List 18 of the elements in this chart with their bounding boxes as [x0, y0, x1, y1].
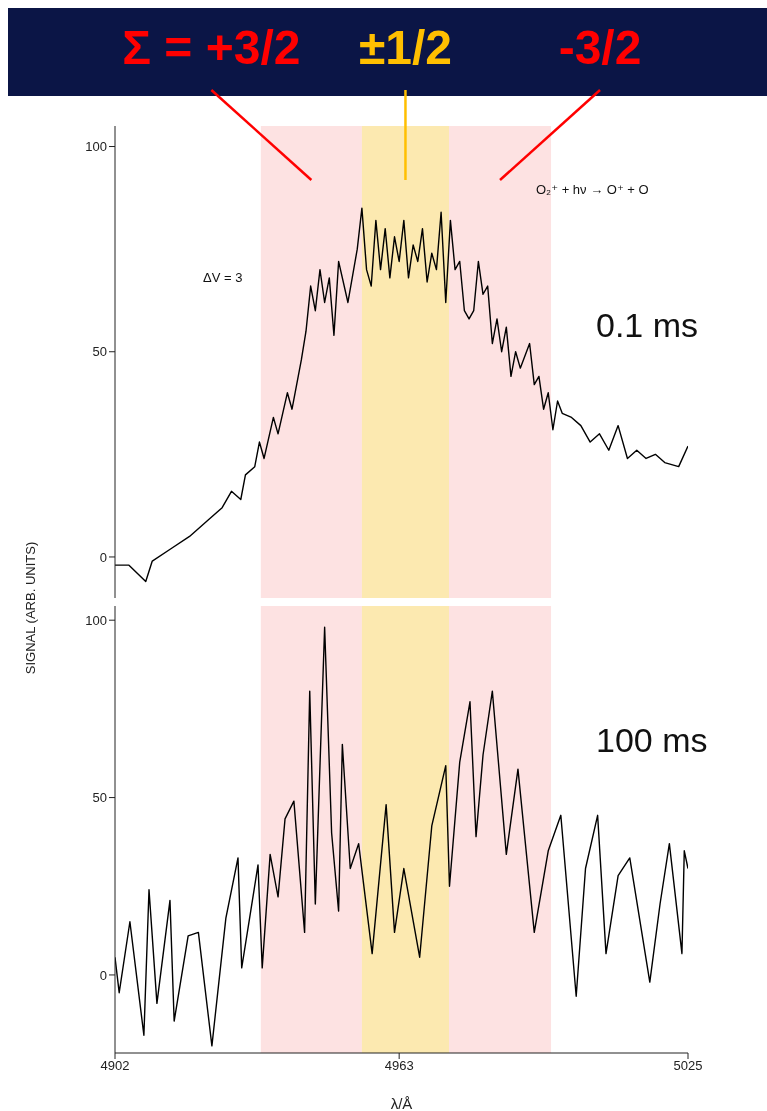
band-label: Σ = +3/2 [121, 20, 302, 76]
y-axis-title: SIGNAL (ARB. UNITS) [22, 541, 38, 675]
annotation: O₂⁺ + hν → O⁺ + O [536, 182, 649, 197]
annotation: ΔV = 3 [203, 270, 243, 285]
y-tick-label: 0 [99, 967, 107, 983]
y-tick-label: 100 [85, 139, 107, 155]
x-axis-title: λ/Å [390, 1095, 413, 1111]
annotation: 0.1 ms [596, 306, 699, 345]
annotation: 100 ms [596, 721, 708, 760]
y-tick-label: 0 [99, 549, 107, 565]
y-tick-label: 50 [92, 344, 107, 360]
x-tick-label: 4902 [100, 1058, 130, 1074]
x-tick-label: 4963 [384, 1058, 414, 1074]
x-tick-label: 5025 [673, 1058, 703, 1074]
y-tick-label: 100 [85, 612, 107, 628]
y-tick-label: 50 [92, 790, 107, 806]
band-label: -3/2 [557, 20, 643, 76]
band-label: ±1/2 [358, 21, 452, 74]
